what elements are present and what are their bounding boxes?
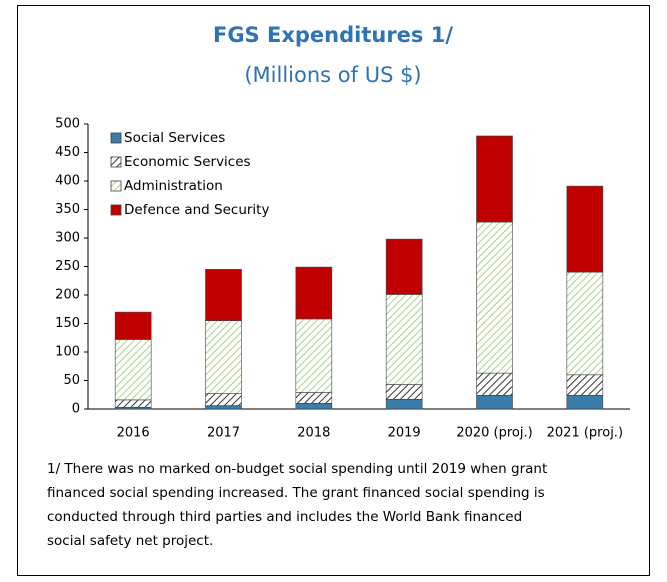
bar-segment <box>114 399 152 408</box>
x-tick-label: 2020 (proj.) <box>456 426 532 441</box>
y-tick-label: 250 <box>55 259 80 274</box>
legend-label: Defence and Security <box>124 202 269 218</box>
y-tick-label: 400 <box>55 174 80 189</box>
bar-segment <box>114 339 152 401</box>
bar-segment <box>205 393 242 406</box>
x-tick-label: 2019 <box>388 426 421 441</box>
chart-title: FGS Expenditures 1/ <box>213 23 453 47</box>
y-tick-label: 500 <box>55 117 80 132</box>
y-tick-label: 0 <box>72 402 80 417</box>
bar-segment <box>566 395 604 410</box>
footnote-line: financed social spending increased. The … <box>47 485 545 501</box>
bar-segment <box>295 402 333 410</box>
bar-segment <box>566 374 604 396</box>
y-tick-label: 100 <box>55 345 80 360</box>
bar-segment <box>476 135 513 223</box>
y-tick-label: 50 <box>63 373 80 388</box>
bar-segment <box>566 185 604 273</box>
bar-segment <box>205 320 242 394</box>
bar-segment <box>385 238 423 295</box>
bar-segment <box>476 372 513 396</box>
bar-segment <box>385 294 423 385</box>
bar-segment <box>295 318 333 393</box>
bar-segment <box>476 221 513 374</box>
x-tick-label: 2016 <box>117 426 150 441</box>
y-tick-label: 300 <box>55 231 80 246</box>
bar-segment <box>295 392 333 404</box>
y-tick-label: 200 <box>55 288 80 303</box>
legend-swatch <box>110 132 122 144</box>
legend-swatch <box>110 180 122 192</box>
legend-swatch <box>110 204 122 216</box>
bar-segment <box>476 395 513 410</box>
footnote-line: conducted through third parties and incl… <box>47 509 522 525</box>
bar-segment <box>114 311 152 340</box>
y-tick-label: 150 <box>55 316 80 331</box>
x-tick-label: 2017 <box>207 426 240 441</box>
chart-subtitle: (Millions of US $) <box>244 63 421 87</box>
bar-segment <box>385 399 423 410</box>
bar-segment <box>566 271 604 376</box>
legend-label: Administration <box>124 178 223 194</box>
footnote-line: 1/ There was no marked on-budget social … <box>47 461 547 477</box>
x-tick-label: 2018 <box>297 426 330 441</box>
y-tick-label: 350 <box>55 202 80 217</box>
frame <box>17 5 650 576</box>
legend-label: Economic Services <box>124 154 251 170</box>
x-tick-label: 2021 (proj.) <box>547 426 623 441</box>
bar-segment <box>205 405 242 410</box>
footnote-line: social safety net project. <box>47 533 213 549</box>
bar-segment <box>205 269 242 321</box>
legend-swatch <box>110 156 122 168</box>
bar-segment <box>295 266 333 320</box>
bar-segment <box>385 384 423 400</box>
y-tick-label: 450 <box>55 145 80 160</box>
legend-label: Social Services <box>124 130 225 146</box>
